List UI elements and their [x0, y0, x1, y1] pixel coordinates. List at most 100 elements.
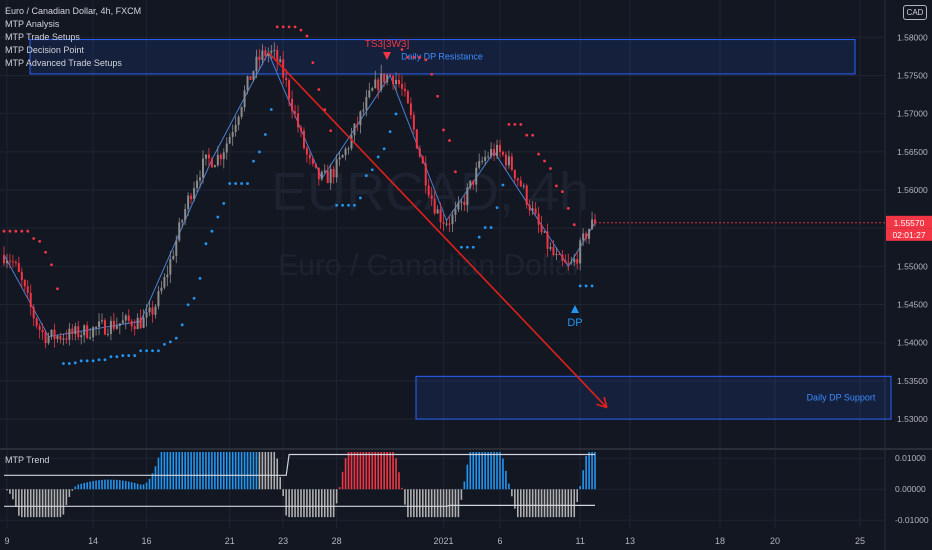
dp-dot-blue — [234, 182, 238, 185]
dp-dot-blue — [121, 354, 125, 357]
dp-dot-blue — [370, 168, 374, 172]
y-tick-label: 1.53500 — [897, 376, 928, 386]
x-tick-label: 28 — [332, 536, 342, 546]
candle-body — [172, 256, 175, 260]
dp-dot-red — [56, 287, 59, 291]
candle-body — [522, 185, 525, 187]
candle-body — [130, 320, 133, 327]
candle-body — [127, 315, 130, 321]
indicator-mtp-analysis[interactable]: MTP Analysis — [5, 19, 60, 29]
dp-dot-blue — [210, 229, 214, 233]
indicator-mtp-decision-point[interactable]: MTP Decision Point — [5, 45, 84, 55]
candle-body — [98, 321, 101, 328]
dp-dot-red — [38, 240, 42, 243]
candle-body — [329, 169, 332, 184]
candle-body — [454, 209, 457, 215]
candle-body — [484, 156, 487, 161]
candle-body — [555, 254, 558, 256]
candle-body — [418, 148, 421, 157]
candle-body — [199, 177, 202, 181]
osc-tick-label: -0.01000 — [895, 515, 929, 525]
candle-body — [201, 158, 204, 178]
candle-body — [101, 320, 104, 322]
candle-body — [549, 247, 552, 249]
candle-body — [406, 91, 409, 104]
watermark: EURCAD, 4h Euro / Canadian Dollar — [271, 162, 589, 282]
candle-body — [507, 156, 510, 166]
dp-dot-blue — [353, 203, 356, 207]
candle-body — [594, 219, 597, 223]
candle-body — [35, 318, 38, 326]
candle-body — [252, 71, 255, 80]
dp-dot-red — [418, 55, 422, 59]
candle-body — [38, 325, 41, 331]
candle-body — [341, 155, 344, 158]
candle-body — [433, 198, 436, 214]
dp-dot-blue — [216, 215, 220, 219]
candle-body — [181, 220, 184, 223]
candle-body — [5, 260, 8, 264]
candle-body — [442, 222, 445, 224]
candle-body — [389, 74, 392, 76]
dp-up-triangle — [571, 305, 579, 313]
candle-body — [80, 335, 83, 338]
candle-body — [148, 307, 151, 313]
candle-body — [112, 320, 115, 329]
candle-body — [305, 148, 308, 155]
indicator-mtp-trade-setups[interactable]: MTP Trade Setups — [5, 32, 80, 42]
dp-dot-red — [513, 122, 517, 126]
candle-body — [207, 154, 210, 159]
candle-body — [300, 127, 302, 131]
candle-body — [546, 231, 549, 249]
dp-dot-red — [448, 139, 451, 142]
dp-dot-blue — [258, 150, 261, 154]
symbol-line[interactable]: Euro / Canadian Dollar, 4h, FXCM — [5, 6, 142, 16]
x-tick-label: 9 — [4, 536, 9, 546]
y-tick-label: 1.54000 — [897, 338, 928, 348]
dp-dot-blue — [501, 183, 505, 187]
candle-body — [457, 202, 460, 210]
candle-body — [531, 208, 534, 211]
dp-dot-blue — [228, 182, 232, 185]
dp-dot-red — [412, 55, 416, 59]
dp-dot-red — [44, 250, 47, 254]
dp-dot-blue — [127, 354, 131, 357]
x-tick-label: 14 — [88, 536, 98, 546]
candle-body — [395, 79, 398, 85]
dp-dot-red — [293, 25, 297, 29]
candle-body — [326, 170, 329, 184]
candle-body — [534, 208, 537, 214]
sub-pane-label[interactable]: MTP Trend — [5, 455, 50, 465]
dp-dot-blue — [263, 133, 267, 136]
candle-body — [115, 325, 118, 329]
dp-dot-blue — [335, 203, 339, 207]
candle-body — [74, 326, 77, 334]
dp-dot-blue — [590, 284, 594, 288]
candle-body — [543, 231, 546, 233]
y-tick-label: 1.53000 — [897, 414, 928, 424]
candle-body — [8, 260, 11, 262]
dp-dot-blue — [198, 276, 202, 280]
candle-body — [493, 149, 496, 156]
candle-body — [243, 90, 246, 108]
candle-body — [528, 204, 531, 211]
candle-body — [567, 262, 570, 264]
dp-dot-red — [20, 229, 24, 233]
countdown-badge — [886, 228, 932, 241]
dp-dot-blue — [382, 147, 386, 151]
candle-body — [460, 201, 463, 203]
dp-dot-blue — [388, 130, 392, 134]
dp-dot-red — [531, 133, 535, 137]
dp-dot-red — [543, 159, 546, 163]
candle-body — [3, 254, 5, 264]
candle-body — [513, 169, 516, 179]
candle-body — [365, 97, 368, 110]
indicator-mtp-advanced[interactable]: MTP Advanced Trade Setups — [5, 58, 122, 68]
ts-down-triangle — [383, 52, 391, 60]
candle-body — [588, 229, 591, 239]
currency-button[interactable]: CAD — [903, 5, 927, 20]
dp-dot-blue — [162, 342, 166, 346]
candle-body — [59, 336, 62, 340]
candle-body — [466, 187, 469, 205]
